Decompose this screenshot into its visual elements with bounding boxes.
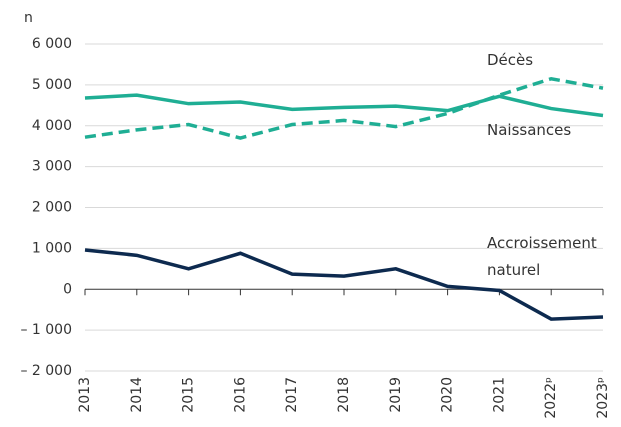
y-tick-label: – 1 000 <box>20 322 72 338</box>
y-tick-label: 6 000 <box>32 36 72 52</box>
series-label: Accroissement naturel <box>487 234 597 279</box>
line-series <box>84 76 604 140</box>
y-tick-label: 5 000 <box>32 77 72 93</box>
series-label: Décès <box>487 51 534 69</box>
x-tick-label: 2014 <box>129 377 145 413</box>
y-tick-label: 1 000 <box>32 240 72 256</box>
x-tick-label: 2016 <box>232 377 248 413</box>
x-tick-label: 2013 <box>77 377 93 413</box>
y-unit: n <box>24 10 33 26</box>
x-tick-label: 2023ᵖ <box>595 377 611 419</box>
x-tick-label: 2018 <box>336 377 352 413</box>
x-tick-label: 2020 <box>440 377 456 413</box>
x-tick-label: 2022ᵖ <box>543 377 559 419</box>
y-tick-label: 2 000 <box>32 200 72 216</box>
line-series <box>84 248 604 321</box>
line-series <box>84 93 604 118</box>
y-tick-label: – 2 000 <box>20 363 72 379</box>
y-tick-label: 3 000 <box>32 159 72 175</box>
series-label: Naissances <box>487 121 572 139</box>
x-tick-label: 2017 <box>284 377 300 413</box>
y-tick-label: 0 <box>63 281 72 297</box>
x-tick-label: 2019 <box>388 377 404 413</box>
x-tick-label: 2021 <box>491 377 507 413</box>
y-tick-label: 4 000 <box>32 118 72 134</box>
x-tick-label: 2015 <box>181 377 197 413</box>
